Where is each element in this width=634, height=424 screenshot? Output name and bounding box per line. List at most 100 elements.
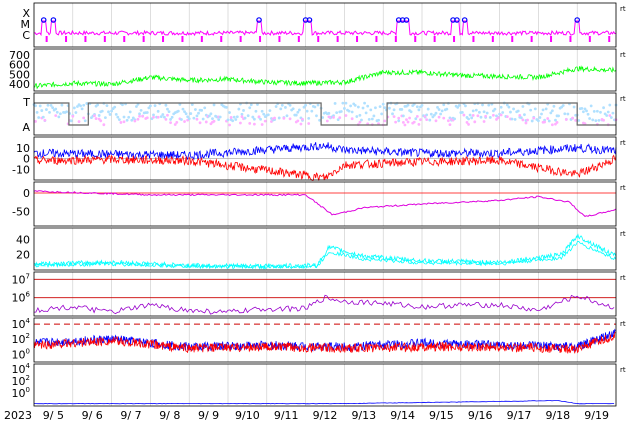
sector-dot	[65, 110, 68, 114]
sector-dot	[524, 121, 528, 125]
sector-dot	[46, 103, 50, 107]
sector-dot	[232, 115, 236, 119]
sector-dot	[440, 109, 444, 113]
sector-dot	[252, 122, 256, 126]
sector-dot	[588, 117, 592, 120]
sector-dot	[400, 108, 404, 111]
sector-dot	[256, 103, 259, 106]
sector-dot	[296, 110, 300, 114]
sector-dot	[369, 108, 373, 112]
sector-dot	[366, 104, 370, 108]
sector-dot	[167, 110, 171, 114]
sector-dot	[243, 116, 247, 120]
xray-bar	[394, 36, 397, 42]
x-tick-label: 9/10	[235, 409, 260, 422]
sector-dot	[268, 109, 272, 113]
sector-dot	[190, 103, 194, 107]
panel-frame	[33, 317, 617, 363]
sector-dot	[377, 118, 380, 122]
sector-dot	[71, 114, 75, 118]
y-tick-label: A	[22, 121, 30, 134]
sector-dot	[335, 111, 339, 115]
sector-dot	[408, 116, 411, 120]
sector-dot	[347, 109, 351, 113]
x-tick-label: 9/ 9	[198, 409, 219, 422]
panel-frame	[33, 227, 617, 271]
high-energy-line	[33, 400, 615, 405]
panel-frame	[33, 363, 617, 407]
flare-marker	[40, 17, 47, 23]
sector-dot	[425, 113, 429, 117]
sector-dot	[442, 116, 446, 120]
sector-dot	[169, 118, 172, 121]
sector-dot	[353, 103, 357, 107]
sector-dot	[509, 110, 512, 114]
sector-dot	[110, 109, 113, 113]
sector-dot	[181, 107, 185, 111]
imf-series	[33, 142, 617, 161]
sector-dot	[262, 112, 266, 116]
sector-dot	[572, 105, 576, 109]
sector-dot	[605, 114, 609, 117]
sector-dot	[156, 109, 160, 113]
sector-dot	[403, 123, 407, 127]
xray-bar	[162, 36, 165, 42]
sector-dot	[212, 103, 216, 107]
corner-marker: rt	[620, 366, 626, 374]
sector-dot	[121, 103, 124, 107]
sector-dot	[437, 115, 441, 119]
x-tick-label: 9/ 6	[82, 409, 103, 422]
sector-dot	[100, 109, 104, 113]
sector-dot	[248, 121, 252, 125]
sector-dot	[349, 104, 353, 108]
xray-bar	[142, 36, 145, 42]
sector-dot	[591, 118, 595, 122]
sector-dot	[437, 108, 441, 111]
sector-dot	[561, 104, 565, 107]
sector-dot	[332, 115, 335, 119]
sector-dot	[97, 114, 101, 117]
sector-dot	[301, 117, 304, 121]
sector-dot	[164, 118, 168, 121]
sector-dot	[471, 109, 475, 113]
sector-dot	[333, 102, 337, 105]
sector-dot	[488, 116, 492, 119]
sector-dot	[79, 104, 82, 108]
sector-dot	[383, 106, 387, 109]
sector-dot	[49, 103, 53, 107]
sector-dot	[201, 117, 205, 121]
sector-dot	[60, 103, 64, 107]
sector-dot	[51, 106, 55, 110]
panel-frame	[33, 136, 617, 181]
sector-dot	[358, 113, 362, 117]
sector-dot	[361, 106, 365, 110]
sector-dot	[457, 104, 461, 107]
sector-dot	[212, 119, 216, 123]
sector-dot	[417, 108, 421, 112]
sector-dot	[228, 123, 231, 127]
sector-dot	[439, 112, 443, 116]
sector-dot	[310, 109, 314, 113]
sector-dot	[611, 111, 615, 115]
sector-dot	[388, 106, 391, 110]
sector-dot	[473, 120, 477, 124]
sector-dot	[338, 116, 342, 120]
sector-dot	[288, 117, 292, 121]
sector-dot	[478, 110, 481, 114]
sector-dot	[294, 113, 298, 117]
sector-dot	[152, 115, 155, 119]
sector-dot	[592, 109, 596, 113]
x-axis-labels: 9/ 5 9/ 6 9/ 7 9/ 8 9/ 9 9/10 9/11 9/12 9/13 9/14…	[43, 409, 609, 422]
sector-dot	[102, 123, 106, 127]
sector-dot	[546, 117, 550, 120]
sector-dot	[162, 115, 166, 119]
sector-dot	[119, 121, 123, 124]
sector-dot	[128, 110, 132, 114]
sector-dot	[474, 108, 478, 112]
sector-dot	[350, 117, 354, 121]
sector-dot	[82, 103, 86, 107]
sector-dot	[583, 107, 587, 111]
sector-dot	[374, 106, 377, 110]
xray-bar	[297, 36, 300, 42]
sector-dot	[467, 123, 470, 126]
